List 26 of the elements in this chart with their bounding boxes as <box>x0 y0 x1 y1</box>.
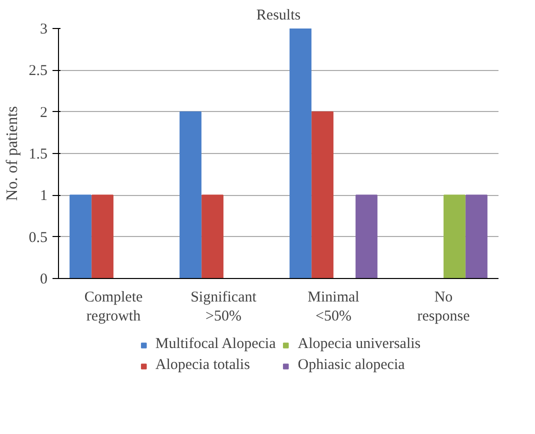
bar <box>312 111 334 278</box>
y-tick-label: 0 <box>40 272 48 288</box>
legend-label: Alopecia totalis <box>155 357 250 374</box>
x-tick-label: No response <box>417 290 470 325</box>
y-tick-label: 2 <box>40 104 48 121</box>
y-tick-label: 0.5 <box>28 230 48 246</box>
bar <box>180 111 202 278</box>
y-axis-title: No. of patients <box>4 106 21 201</box>
legend-label: Multifocal Alopecia <box>155 336 276 353</box>
bar <box>92 194 114 278</box>
bar <box>444 194 466 278</box>
x-tick-label: Significant >50% <box>190 290 258 325</box>
legend-label: Ophiasic alopecia <box>298 357 405 374</box>
x-tick-label: Complete regrowth <box>84 290 144 325</box>
bar <box>466 194 488 278</box>
y-tick-label: 1 <box>40 188 48 204</box>
y-tick-label: 3 <box>40 22 48 38</box>
x-tick-label: Minimal <50% <box>308 290 360 325</box>
bar <box>356 194 378 278</box>
y-tick-label: 1.5 <box>28 146 48 162</box>
bar <box>290 28 312 278</box>
legend-label: Alopecia universalis <box>298 336 421 353</box>
bar <box>202 194 224 278</box>
bar <box>70 194 92 278</box>
chart-title: Results <box>256 8 301 24</box>
y-tick-label: 2.5 <box>28 63 48 80</box>
